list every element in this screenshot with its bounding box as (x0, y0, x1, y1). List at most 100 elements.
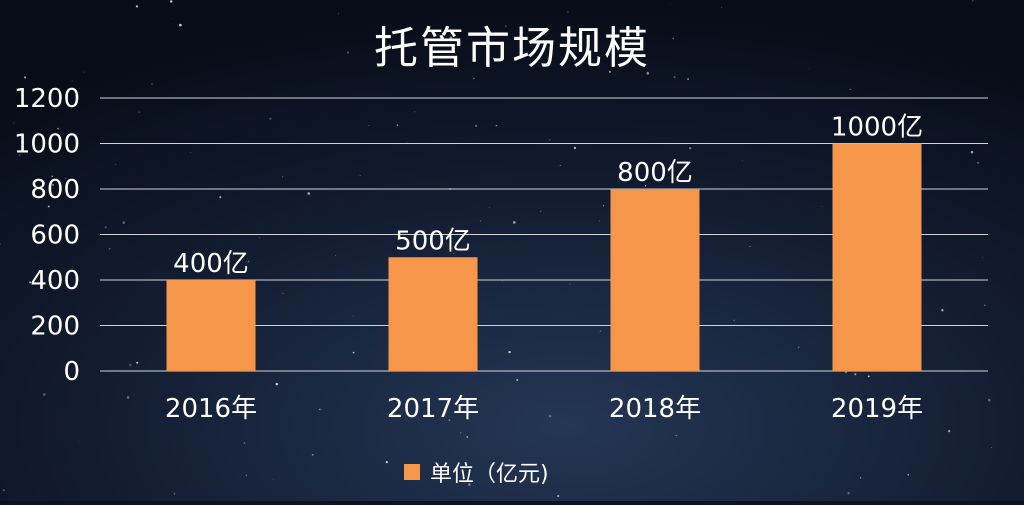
x-tick-label: 2019年 (831, 394, 923, 424)
star (18, 154, 21, 157)
star (990, 447, 992, 449)
star (138, 111, 141, 113)
star (859, 477, 862, 479)
star (453, 253, 455, 255)
star (388, 44, 391, 47)
star (338, 13, 339, 15)
star (977, 162, 979, 164)
star (854, 373, 857, 376)
star (495, 124, 498, 127)
star (413, 111, 416, 113)
bar (610, 189, 700, 371)
star (179, 23, 182, 27)
star (466, 436, 469, 438)
star (282, 292, 284, 294)
star (972, 0, 974, 2)
star (508, 350, 511, 354)
star (245, 474, 247, 476)
star (406, 141, 408, 143)
star (733, 319, 735, 321)
star (608, 70, 611, 73)
star (845, 371, 847, 374)
star (472, 77, 475, 80)
bar (166, 280, 256, 371)
star (169, 0, 173, 3)
star (448, 419, 451, 421)
star (51, 175, 53, 177)
y-tick-label: 400 (30, 266, 80, 296)
star (479, 220, 482, 222)
star (335, 255, 337, 257)
star (385, 460, 388, 464)
star (567, 11, 569, 13)
x-tick-label: 2016年 (165, 394, 257, 424)
star (449, 36, 453, 40)
star (675, 435, 677, 437)
y-axis-tick-labels: 0 200 400 600 800 1000 1200 (14, 84, 80, 387)
bar (388, 257, 478, 371)
star (505, 25, 507, 27)
star (821, 206, 823, 207)
star (557, 495, 560, 497)
star (559, 165, 561, 166)
y-tick-label: 1200 (14, 84, 80, 114)
y-tick-label: 1000 (14, 130, 80, 160)
star (569, 283, 571, 285)
star (204, 263, 206, 266)
star (672, 37, 675, 40)
star (947, 429, 951, 433)
x-tick-label: 2018年 (609, 394, 701, 424)
star (984, 304, 986, 306)
data-label: 500亿 (395, 226, 471, 256)
star (83, 71, 85, 73)
star (307, 192, 311, 195)
star (359, 175, 361, 176)
star (172, 18, 174, 20)
star (13, 122, 15, 124)
star (549, 139, 551, 141)
star (907, 474, 909, 476)
star (219, 196, 222, 199)
chart-title: 托管市场规模 (374, 23, 650, 74)
star (540, 210, 542, 212)
y-tick-label: 0 (63, 357, 80, 387)
star (29, 281, 32, 284)
star (987, 398, 991, 402)
star (687, 78, 690, 81)
star (282, 176, 284, 178)
star (23, 76, 27, 79)
star (243, 442, 246, 444)
star (602, 205, 605, 207)
star (352, 315, 354, 317)
star (0, 243, 1, 245)
star (573, 146, 577, 150)
star (151, 83, 153, 85)
star (396, 124, 399, 126)
star (468, 483, 471, 486)
data-label: 800亿 (617, 158, 693, 188)
bars (166, 143, 922, 371)
star (319, 408, 321, 411)
star (173, 397, 176, 400)
star (352, 351, 355, 354)
star (47, 205, 50, 208)
star (71, 80, 73, 82)
star (540, 472, 542, 473)
star (638, 42, 640, 45)
star (108, 247, 111, 250)
y-tick-label: 600 (30, 221, 80, 251)
star (673, 76, 676, 79)
star (689, 147, 692, 150)
star (516, 379, 519, 381)
star (275, 382, 279, 386)
star (849, 88, 851, 91)
star (129, 363, 132, 367)
legend: 单位（亿元) (404, 456, 549, 488)
star (272, 478, 274, 480)
legend-swatch (404, 464, 420, 480)
star (644, 185, 647, 187)
star (599, 220, 601, 222)
star (2, 489, 5, 492)
star (78, 441, 80, 442)
